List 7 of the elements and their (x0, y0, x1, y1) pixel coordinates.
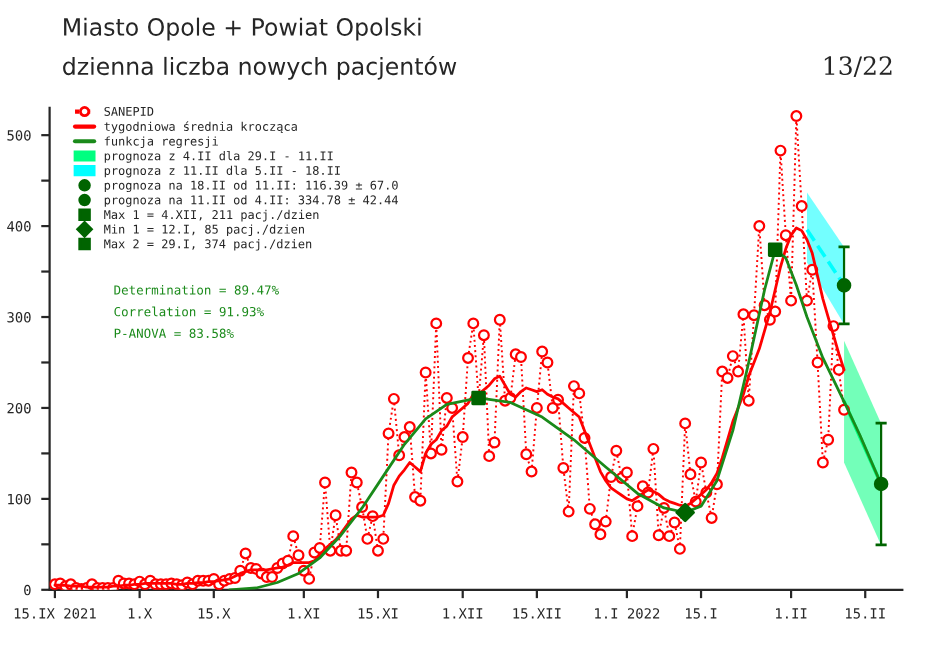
chart-subtitle: dzienna liczba nowych pacjentów (63, 55, 457, 80)
point (873, 476, 889, 492)
point (836, 278, 852, 293)
chart-title: Miasto Opole + Powiat Opolski (64, 17, 421, 41)
point (675, 502, 695, 523)
text: 13/22 (824, 56, 892, 78)
point (767, 242, 783, 258)
